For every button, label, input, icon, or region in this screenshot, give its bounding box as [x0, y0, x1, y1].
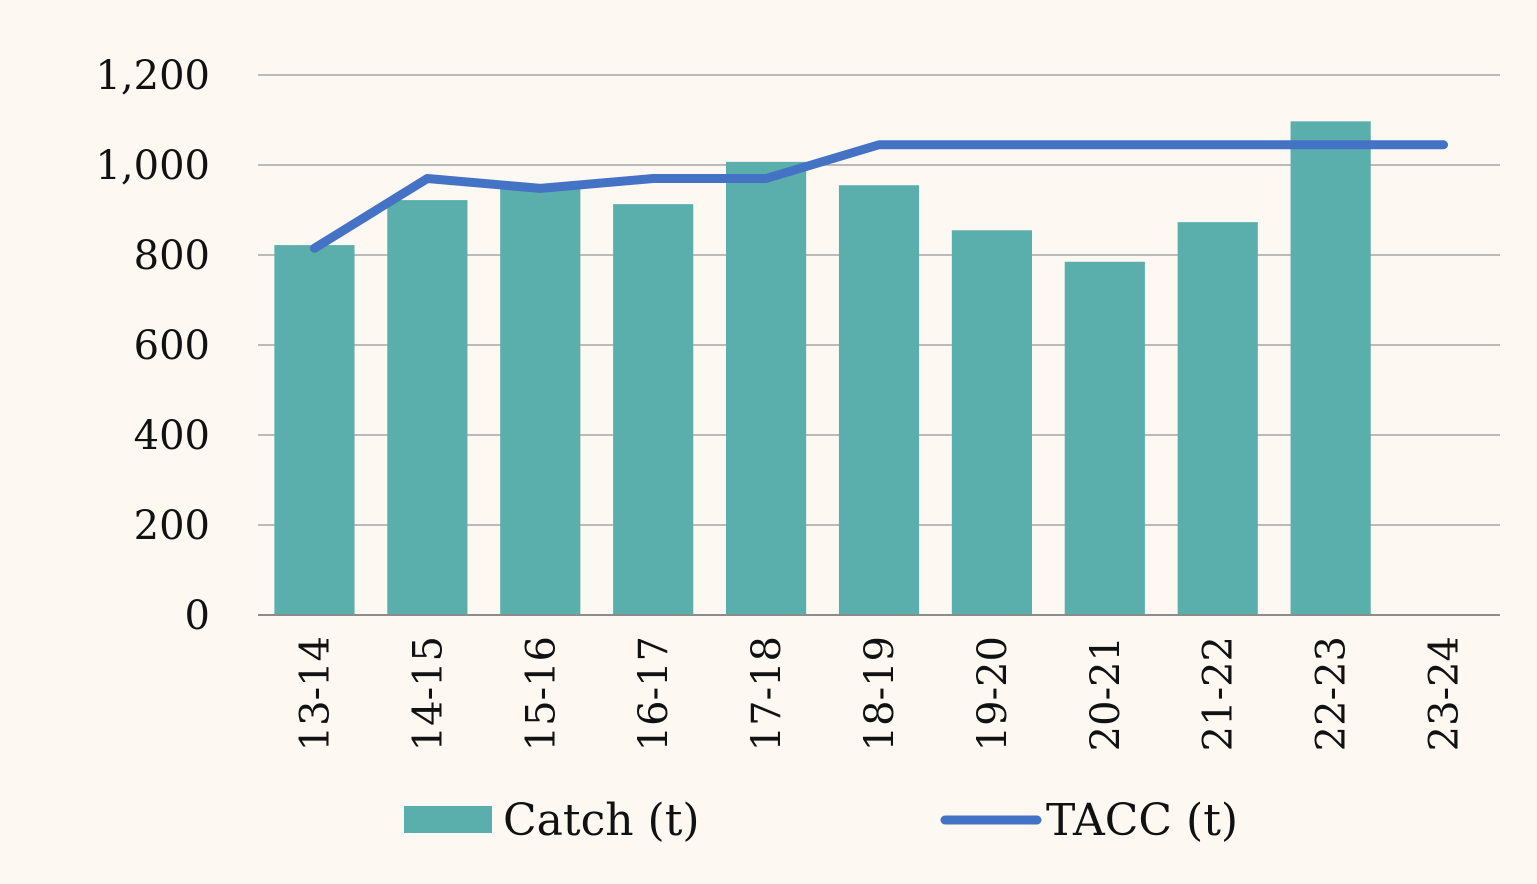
x-axis-labels: 13-14 14-15 15-16 16-17 17-18 18-19 19-20 20-21…: [292, 636, 1467, 751]
catch-bar: [387, 200, 468, 615]
y-axis-labels: 0 200 400 600 800 1,000 1,200: [95, 53, 210, 639]
legend-label-tacc: TACC (t): [1046, 795, 1238, 846]
x-tick-label: 23-24: [1422, 636, 1468, 751]
x-tick-label: 20-21: [1083, 636, 1129, 751]
catch-bar: [500, 187, 581, 615]
tacc-line-layer: [309, 140, 1449, 253]
catch-bar: [274, 245, 355, 615]
y-tick-label: 600: [134, 323, 210, 369]
x-tick-label: 17-18: [744, 636, 790, 751]
x-tick-label: 13-14: [292, 636, 338, 751]
x-tick-label: 18-19: [857, 636, 903, 751]
legend-swatch-catch: [404, 806, 492, 833]
x-tick-label: 14-15: [405, 636, 451, 751]
tacc-line: [309, 140, 1449, 253]
y-tick-label: 200: [134, 503, 210, 549]
y-tick-label: 800: [134, 233, 210, 279]
bars: [274, 121, 1371, 615]
catch-bar: [613, 204, 694, 615]
catch-bar: [951, 230, 1032, 615]
catch-bar: [1064, 261, 1145, 615]
catch-bar: [1177, 222, 1258, 615]
x-tick-label: 15-16: [518, 636, 564, 751]
y-tick-label: 1,000: [95, 143, 210, 189]
legend-label-catch: Catch (t): [503, 795, 700, 846]
y-tick-label: 1,200: [95, 53, 210, 99]
y-tick-label: 400: [134, 413, 210, 459]
catch-bar: [1290, 121, 1371, 615]
x-tick-label: 16-17: [631, 636, 677, 751]
catch-bar: [838, 185, 920, 615]
x-tick-label: 21-22: [1196, 636, 1242, 751]
legend: Catch (t) TACC (t): [404, 795, 1238, 846]
x-tick-label: 22-23: [1309, 636, 1355, 751]
y-tick-label: 0: [185, 593, 210, 639]
x-tick-label: 19-20: [970, 636, 1016, 751]
catch-bar: [726, 161, 807, 615]
